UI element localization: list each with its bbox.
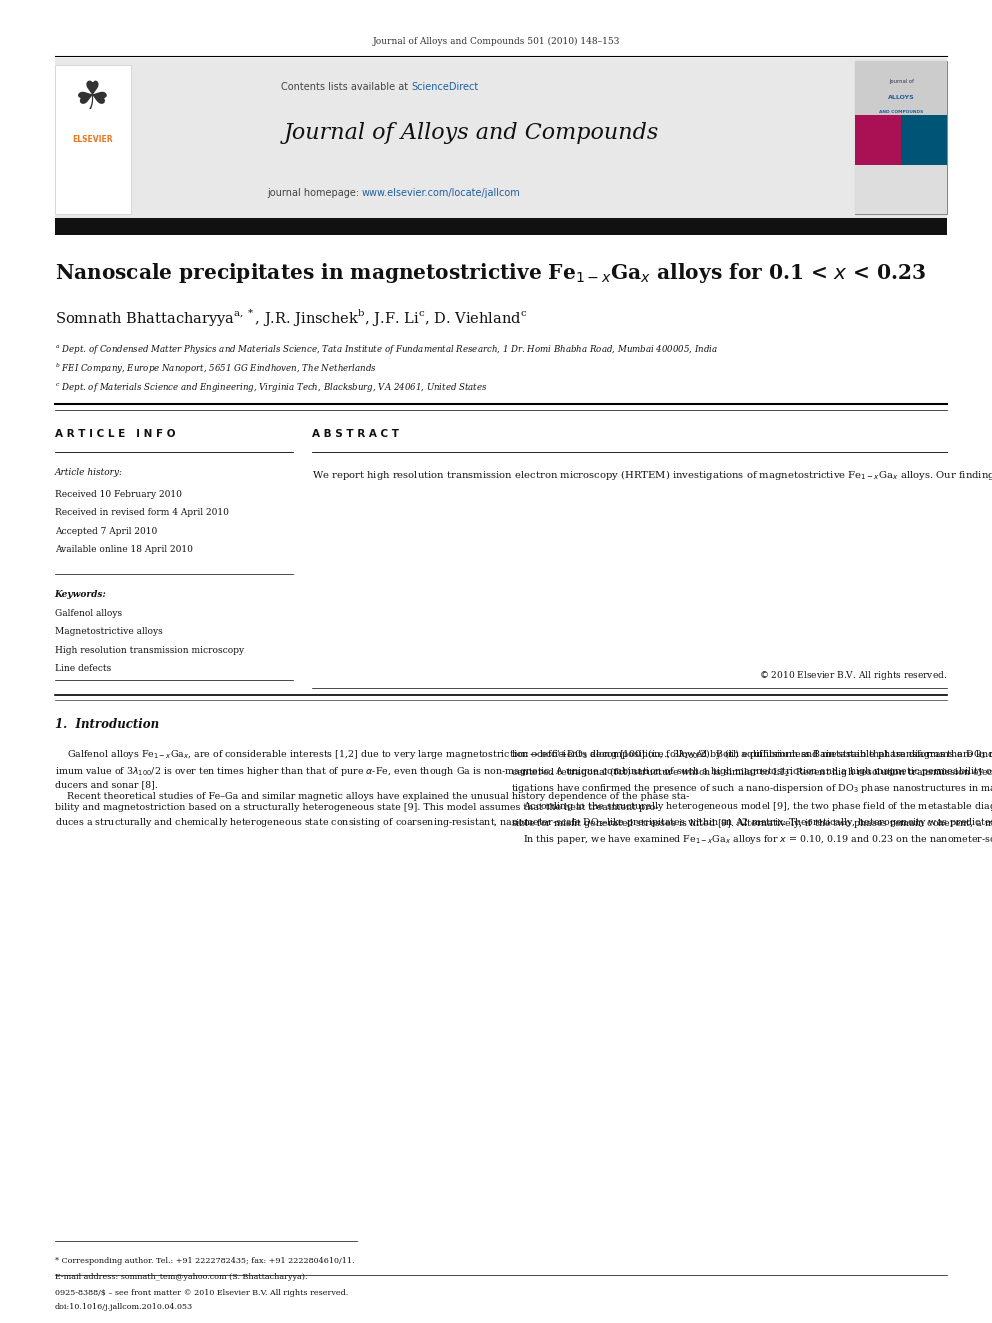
- Bar: [855, 165, 947, 214]
- Text: Journal of: Journal of: [889, 79, 914, 85]
- Text: AND COMPOUNDS: AND COMPOUNDS: [879, 110, 924, 114]
- Text: $^{\mathregular{a}}$ Dept. of Condensed Matter Physics and Materials Science, Ta: $^{\mathregular{a}}$ Dept. of Condensed …: [55, 343, 717, 356]
- Text: * Corresponding author. Tel.: +91 2222782435; fax: +91 2222804610/11.: * Corresponding author. Tel.: +91 222278…: [55, 1257, 354, 1265]
- Bar: [855, 61, 947, 214]
- Bar: [855, 61, 947, 115]
- Text: Journal of Alloys and Compounds: Journal of Alloys and Compounds: [284, 122, 659, 144]
- Text: Journal of Alloys and Compounds 501 (2010) 148–153: Journal of Alloys and Compounds 501 (201…: [372, 37, 620, 46]
- Bar: [55, 65, 131, 214]
- Text: Received in revised form 4 April 2010: Received in revised form 4 April 2010: [55, 508, 228, 517]
- Bar: [55, 58, 947, 218]
- Text: A R T I C L E   I N F O: A R T I C L E I N F O: [55, 429, 175, 439]
- Text: 1.  Introduction: 1. Introduction: [55, 718, 159, 732]
- Text: Article history:: Article history:: [55, 468, 123, 478]
- Text: ☘: ☘: [74, 79, 110, 118]
- Text: E-mail address: somnath_tem@yahoo.com (S. Bhattacharyya).: E-mail address: somnath_tem@yahoo.com (S…: [55, 1273, 308, 1281]
- Text: Received 10 February 2010: Received 10 February 2010: [55, 490, 182, 499]
- Text: Nanoscale precipitates in magnetostrictive Fe$_{1-x}$Ga$_x$ alloys for 0.1 < $x$: Nanoscale precipitates in magnetostricti…: [55, 261, 926, 284]
- Text: Magnetostrictive alloys: Magnetostrictive alloys: [55, 627, 163, 636]
- Text: Galfenol alloys Fe$_{1-x}$Ga$_x$, are of considerable interests [1,2] due to ver: Galfenol alloys Fe$_{1-x}$Ga$_x$, are of…: [55, 747, 992, 830]
- Text: ALLOYS: ALLOYS: [888, 95, 915, 99]
- Bar: [855, 115, 901, 165]
- Text: Galfenol alloys: Galfenol alloys: [55, 609, 122, 618]
- Text: Available online 18 April 2010: Available online 18 April 2010: [55, 545, 192, 554]
- Text: ScienceDirect: ScienceDirect: [412, 82, 479, 93]
- Text: $^{\mathregular{c}}$ Dept. of Materials Science and Engineering, Virginia Tech, : $^{\mathregular{c}}$ Dept. of Materials …: [55, 381, 487, 394]
- Text: Somnath Bhattacharyya$^{\mathregular{a,*}}$, J.R. Jinschek$^{\mathregular{b}}$, : Somnath Bhattacharyya$^{\mathregular{a,*…: [55, 307, 527, 328]
- Text: $\copyright$ 2010 Elsevier B.V. All rights reserved.: $\copyright$ 2010 Elsevier B.V. All righ…: [759, 669, 947, 683]
- Text: Contents lists available at: Contents lists available at: [282, 82, 412, 93]
- Text: www.elsevier.com/locate/jallcom: www.elsevier.com/locate/jallcom: [362, 188, 521, 198]
- Text: We report high resolution transmission electron microscopy (HRTEM) investigation: We report high resolution transmission e…: [312, 468, 992, 483]
- Text: doi:10.1016/j.jallcom.2010.04.053: doi:10.1016/j.jallcom.2010.04.053: [55, 1303, 192, 1311]
- Text: High resolution transmission microscopy: High resolution transmission microscopy: [55, 646, 244, 655]
- Text: journal homepage:: journal homepage:: [267, 188, 362, 198]
- Text: bcc$\rightarrow$bcc'+DO$_3$ decomposition, followed by (ii) a diffusionless Bain: bcc$\rightarrow$bcc'+DO$_3$ decompositio…: [511, 747, 992, 847]
- Bar: [55, 218, 947, 235]
- Text: Accepted 7 April 2010: Accepted 7 April 2010: [55, 527, 157, 536]
- Text: 0925-8388/$ – see front matter © 2010 Elsevier B.V. All rights reserved.: 0925-8388/$ – see front matter © 2010 El…: [55, 1289, 348, 1297]
- Text: A B S T R A C T: A B S T R A C T: [312, 429, 400, 439]
- Bar: [901, 115, 947, 165]
- Text: ELSEVIER: ELSEVIER: [72, 135, 112, 144]
- Text: Keywords:: Keywords:: [55, 590, 106, 599]
- Text: Line defects: Line defects: [55, 664, 111, 673]
- Text: $^{\mathregular{b}}$ FEI Company, Europe Nanoport, 5651 GG Eindhoven, The Nether: $^{\mathregular{b}}$ FEI Company, Europe…: [55, 363, 377, 376]
